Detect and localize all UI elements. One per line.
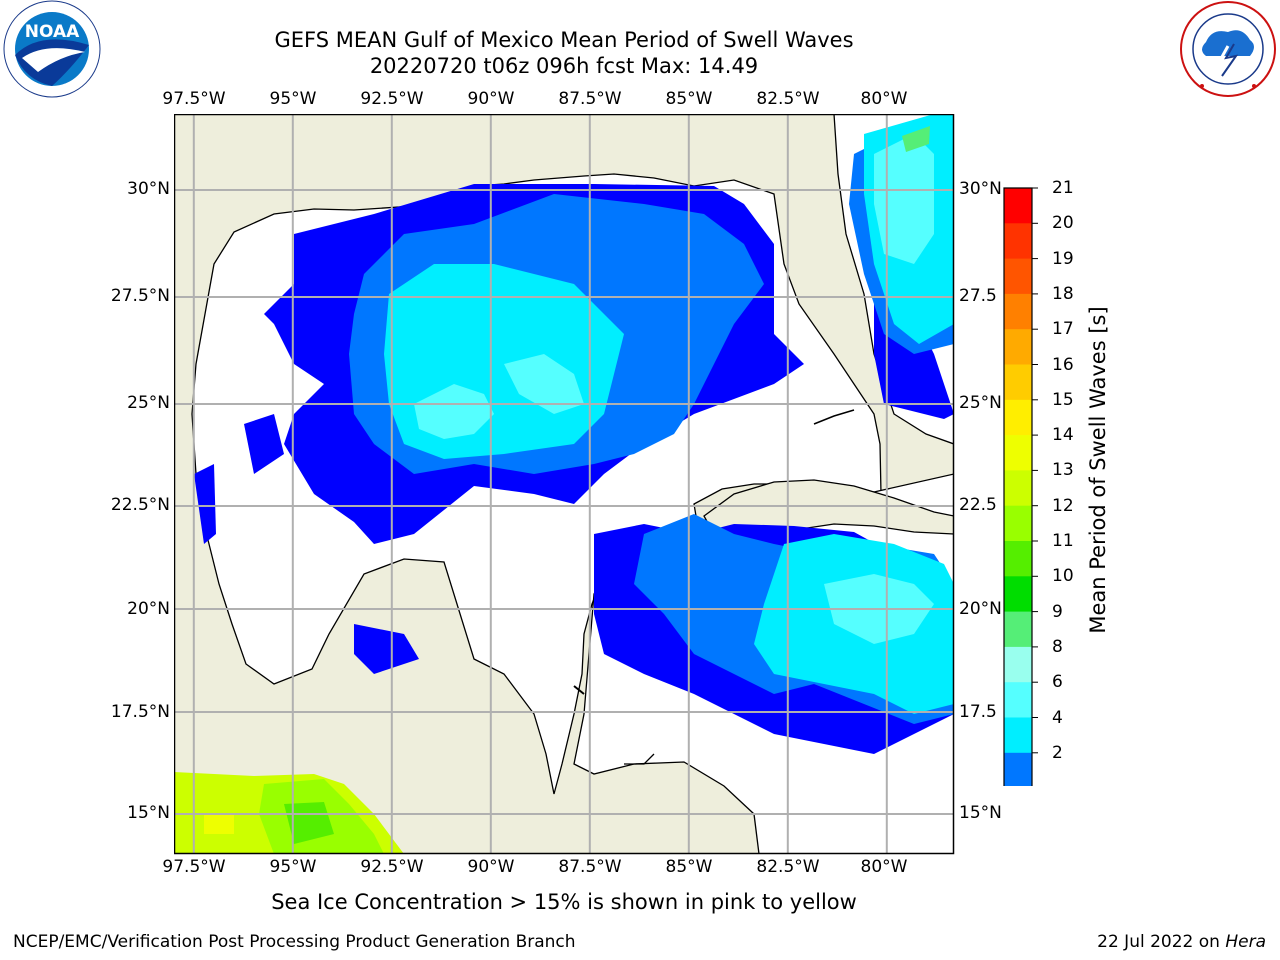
colorbar-segment: [1004, 258, 1032, 295]
colorbar-segment: [1004, 223, 1032, 260]
lat-label-right: 15°N: [959, 803, 1002, 823]
lat-label-left: 27.5°N: [110, 286, 170, 306]
lon-label-top: 85°W: [665, 89, 713, 109]
lon-label-bottom: 80°W: [860, 857, 908, 877]
graticule: [174, 114, 954, 854]
svg-text:NOAA: NOAA: [25, 22, 80, 42]
colorbar-segment: [1004, 188, 1032, 224]
lat-label-right: 30°N: [959, 179, 1002, 199]
colorbar-segment: [1004, 329, 1032, 365]
lat-label-left: 15°N: [127, 803, 170, 823]
colorbar-segment: [1004, 682, 1032, 718]
colorbar-tick-label: 2: [1052, 742, 1063, 763]
lat-label-right: 22.5: [959, 495, 997, 515]
colorbar-tick-label: 13: [1052, 460, 1074, 481]
lon-label-bottom: 92.5°W: [360, 857, 424, 877]
colorbar-segment: [1004, 576, 1032, 613]
nws-logo: [1180, 1, 1276, 97]
lon-label-bottom: 85°W: [665, 857, 713, 877]
lat-label-right: 27.5: [959, 286, 997, 306]
footer-credit: NCEP/EMC/Verification Post Processing Pr…: [13, 932, 576, 952]
lat-label-right: 20°N: [959, 599, 1002, 619]
colorbar-segment: [1004, 646, 1032, 683]
lon-label-top: 95°W: [269, 89, 317, 109]
lat-label-right: 17.5: [959, 702, 997, 722]
colorbar-tick-label: 19: [1052, 248, 1074, 269]
lon-label-top: 80°W: [860, 89, 908, 109]
lon-label-bottom: 95°W: [269, 857, 317, 877]
sea-ice-note: Sea Ice Concentration > 15% is shown in …: [271, 890, 857, 914]
colorbar-segment: [1004, 505, 1032, 542]
colorbar-segment: [1004, 399, 1032, 436]
lon-label-top: 82.5°W: [756, 89, 820, 109]
colorbar-tick-label: 15: [1052, 389, 1074, 410]
lat-label-left: 30°N: [127, 179, 170, 199]
colorbar-tick-label: 14: [1052, 425, 1074, 446]
noaa-logo: NOAA: [3, 0, 101, 98]
lon-label-bottom: 82.5°W: [756, 857, 820, 877]
colorbar-tick-label: 8: [1052, 636, 1063, 657]
colorbar-tick-label: 20: [1052, 213, 1074, 234]
lon-label-bottom: 97.5°W: [162, 857, 226, 877]
lon-label-top: 87.5°W: [558, 89, 622, 109]
colorbar-tick-label: 16: [1052, 354, 1074, 375]
lat-label-left: 22.5°N: [110, 495, 170, 515]
lon-label-top: 97.5°W: [162, 89, 226, 109]
colorbar-segment: [1004, 717, 1032, 754]
lat-label-right: 25°N: [959, 393, 1002, 413]
colorbar-tick-label: 21: [1052, 178, 1074, 198]
map-plot: [174, 114, 955, 855]
colorbar-segment: [1004, 435, 1032, 471]
colorbar-tick-label: 12: [1052, 495, 1074, 516]
chart-subtitle: 20220720 t06z 096h fcst Max: 14.49: [369, 54, 759, 78]
map-frame: [174, 114, 955, 855]
colorbar-tick-label: 4: [1052, 707, 1063, 728]
colorbar: [1003, 187, 1038, 786]
colorbar-tick-label: 10: [1052, 566, 1074, 587]
lon-label-top: 90°W: [467, 89, 515, 109]
lat-label-left: 25°N: [127, 393, 170, 413]
colorbar-label: Mean Period of Swell Waves [s]: [1086, 306, 1110, 634]
lon-label-bottom: 87.5°W: [558, 857, 622, 877]
colorbar-tick-label: 6: [1052, 672, 1063, 693]
chart-title: GEFS MEAN Gulf of Mexico Mean Period of …: [274, 28, 854, 52]
lat-label-left: 20°N: [127, 599, 170, 619]
colorbar-segment: [1004, 364, 1032, 401]
swell-field-9s: [902, 126, 930, 152]
colorbar-segment: [1004, 541, 1032, 577]
colorbar-segment: [1004, 752, 1032, 786]
colorbar-tick-label: 11: [1052, 531, 1074, 551]
colorbar-segment: [1004, 293, 1032, 330]
lon-label-bottom: 90°W: [467, 857, 515, 877]
lat-label-left: 17.5°N: [110, 702, 170, 722]
colorbar-tick-label: 9: [1052, 601, 1063, 622]
colorbar-frame: [1003, 187, 1033, 786]
colorbar-segment: [1004, 470, 1032, 507]
colorbar-segment: [1004, 611, 1032, 648]
colorbar-tick-label: 18: [1052, 283, 1074, 304]
colorbar-tick-label: 17: [1052, 319, 1074, 340]
lon-label-top: 92.5°W: [360, 89, 424, 109]
footer-date: 22 Jul 2022 on Hera: [1097, 932, 1266, 952]
